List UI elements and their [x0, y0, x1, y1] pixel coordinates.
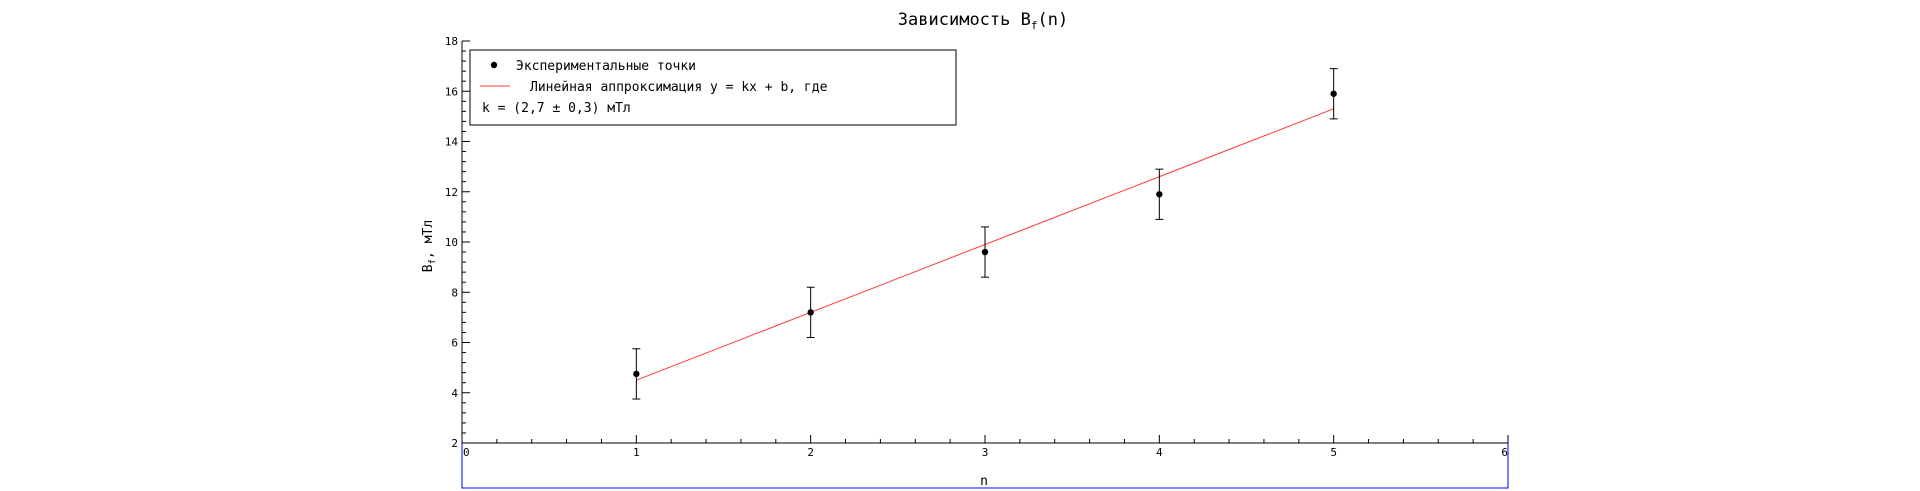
x-tick-label: 5: [1330, 446, 1337, 459]
x-tick-label: 2: [807, 446, 814, 459]
chart-title-main: Зависимость B: [898, 10, 1031, 30]
legend-label-points: Экспериментальные точки: [516, 59, 696, 74]
chart-title-suffix: (n): [1037, 10, 1068, 30]
y-tick-label: 12: [445, 186, 458, 199]
y-tick-label: 2: [451, 437, 458, 450]
legend: Экспериментальные точки Линейная аппрокс…: [469, 49, 957, 126]
y-tick-label: 8: [451, 286, 458, 299]
axis-labels: n Bf, мТл: [421, 220, 988, 489]
data-point: [1330, 90, 1337, 97]
y-tick-label: 4: [451, 387, 458, 400]
y-axis-label: Bf, мТл: [421, 220, 438, 272]
chart-title: Зависимость Bf(n): [898, 10, 1068, 32]
y-tick-label: 16: [445, 85, 458, 98]
x-tick-label: 6: [1501, 446, 1508, 459]
data-point: [633, 370, 640, 378]
legend-marker-points: [490, 61, 498, 69]
data-point: [981, 248, 989, 256]
y-axis-label-suffix: , мТл: [421, 220, 436, 259]
y-tick-label: 6: [451, 337, 458, 350]
legend-note: k = (2,7 ± 0,3) мТл: [482, 101, 631, 116]
y-tick-label: 10: [445, 236, 458, 249]
data-point: [807, 309, 814, 316]
legend-label-fit: Линейная аппроксимация y = kx + b, где: [530, 80, 828, 95]
y-tick-label: 14: [445, 136, 459, 149]
x-tick-label: 3: [982, 446, 989, 459]
data-points-group: [632, 68, 1338, 400]
y-axis-label-main: B: [421, 264, 436, 272]
y-tick-label: 18: [445, 35, 458, 48]
legend-box: [469, 49, 957, 126]
x-tick-label: 1: [633, 446, 640, 459]
chart-title-subscript: f: [1031, 19, 1038, 32]
y-axis-label-subscript: f: [428, 259, 438, 264]
x-axis-label: n: [980, 474, 988, 489]
x-tick-label: 4: [1156, 446, 1163, 459]
x-tick-label: 0: [463, 446, 470, 459]
data-point: [1156, 191, 1163, 198]
svg-text:Зависимость Bf(n): Зависимость Bf(n): [898, 10, 1068, 32]
